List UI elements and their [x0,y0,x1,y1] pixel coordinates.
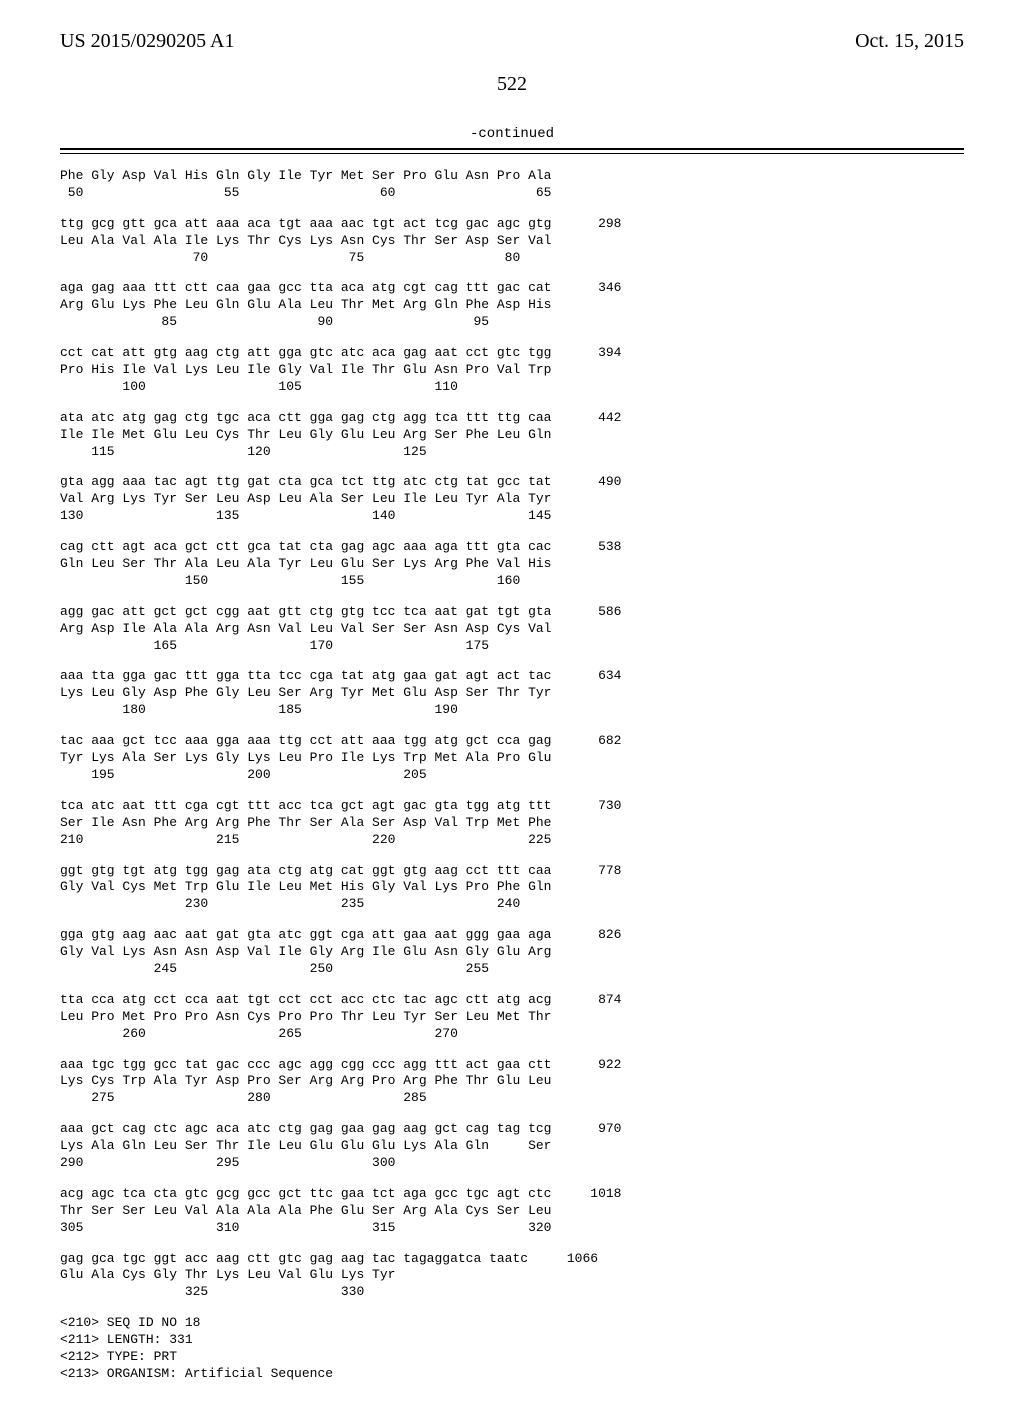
sequence-block: tca atc aat ttt cga cgt ttt acc tca gct … [60,798,964,849]
sequence-position: 874 [551,992,621,1043]
sequence-position: 730 [551,798,621,849]
sequence-block: tac aaa gct tcc aaa gga aaa ttg cct att … [60,733,964,784]
sequence-lines: gta agg aaa tac agt ttg gat cta gca tct … [60,474,551,525]
sequence-lines: gga gtg aag aac aat gat gta atc ggt cga … [60,927,551,978]
sequence-block: ttg gcg gtt gca att aaa aca tgt aaa aac … [60,216,964,267]
sequence-position: 346 [551,280,621,331]
sequence-lines: ata atc atg gag ctg tgc aca ctt gga gag … [60,410,551,461]
publication-date: Oct. 15, 2015 [855,30,964,53]
sequence-position: 298 [551,216,621,267]
sequence-metadata: <210> SEQ ID NO 18 <211> LENGTH: 331 <21… [60,1315,964,1383]
sequence-block: agg gac att gct gct cgg aat gtt ctg gtg … [60,604,964,655]
sequence-position: 634 [551,668,621,719]
sequence-lines: ggt gtg tgt atg tgg gag ata ctg atg cat … [60,863,551,914]
sequence-position: 490 [551,474,621,525]
sequence-block: cag ctt agt aca gct ctt gca tat cta gag … [60,539,964,590]
sequence-block: ata atc atg gag ctg tgc aca ctt gga gag … [60,410,964,461]
sequence-block: gag gca tgc ggt acc aag ctt gtc gag aag … [60,1251,964,1302]
rule-top-2 [60,153,964,154]
sequence-block: gga gtg aag aac aat gat gta atc ggt cga … [60,927,964,978]
sequence-lines: cct cat att gtg aag ctg att gga gtc atc … [60,345,551,396]
sequence-block: cct cat att gtg aag ctg att gga gtc atc … [60,345,964,396]
sequence-lines: tca atc aat ttt cga cgt ttt acc tca gct … [60,798,551,849]
sequence-block: aaa gct cag ctc agc aca atc ctg gag gaa … [60,1121,964,1172]
sequence-lines: agg gac att gct gct cgg aat gtt ctg gtg … [60,604,551,655]
sequence-position: 922 [551,1057,621,1108]
sequence-position: 394 [551,345,621,396]
sequence-position: 586 [551,604,621,655]
header: US 2015/0290205 A1 Oct. 15, 2015 [60,30,964,53]
sequence-position: 1066 [528,1251,598,1302]
sequence-lines: Phe Gly Asp Val His Gln Gly Ile Tyr Met … [60,168,551,202]
page-number: 522 [60,73,964,96]
sequence-block: gta agg aaa tac agt ttg gat cta gca tct … [60,474,964,525]
sequence-position: 682 [551,733,621,784]
sequence-lines: aga gag aaa ttt ctt caa gaa gcc tta aca … [60,280,551,331]
sequence-block: aga gag aaa ttt ctt caa gaa gcc tta aca … [60,280,964,331]
sequence-position: 538 [551,539,621,590]
sequence-listing: Phe Gly Asp Val His Gln Gly Ile Tyr Met … [60,168,964,1301]
sequence-block: Phe Gly Asp Val His Gln Gly Ile Tyr Met … [60,168,964,202]
sequence-block: aaa tta gga gac ttt gga tta tcc cga tat … [60,668,964,719]
sequence-position: 826 [551,927,621,978]
sequence-lines: acg agc tca cta gtc gcg gcc gct ttc gaa … [60,1186,551,1237]
sequence-lines: aaa tta gga gac ttt gga tta tcc cga tat … [60,668,551,719]
sequence-lines: aaa gct cag ctc agc aca atc ctg gag gaa … [60,1121,551,1172]
sequence-lines: tta cca atg cct cca aat tgt cct cct acc … [60,992,551,1043]
sequence-position: 970 [551,1121,621,1172]
sequence-lines: aaa tgc tgg gcc tat gac ccc agc agg cgg … [60,1057,551,1108]
sequence-position: 778 [551,863,621,914]
sequence-block: ggt gtg tgt atg tgg gag ata ctg atg cat … [60,863,964,914]
sequence-block: aaa tgc tgg gcc tat gac ccc agc agg cgg … [60,1057,964,1108]
sequence-lines: tac aaa gct tcc aaa gga aaa ttg cct att … [60,733,551,784]
sequence-lines: cag ctt agt aca gct ctt gca tat cta gag … [60,539,551,590]
sequence-position: 442 [551,410,621,461]
sequence-position: 1018 [551,1186,621,1237]
sequence-block: acg agc tca cta gtc gcg gcc gct ttc gaa … [60,1186,964,1237]
rule-top [60,148,964,150]
sequence-lines: gag gca tgc ggt acc aag ctt gtc gag aag … [60,1251,528,1302]
sequence-lines: ttg gcg gtt gca att aaa aca tgt aaa aac … [60,216,551,267]
patent-number: US 2015/0290205 A1 [60,30,234,53]
sequence-position [551,168,621,202]
continued-label: -continued [60,126,964,142]
sequence-block: tta cca atg cct cca aat tgt cct cct acc … [60,992,964,1043]
